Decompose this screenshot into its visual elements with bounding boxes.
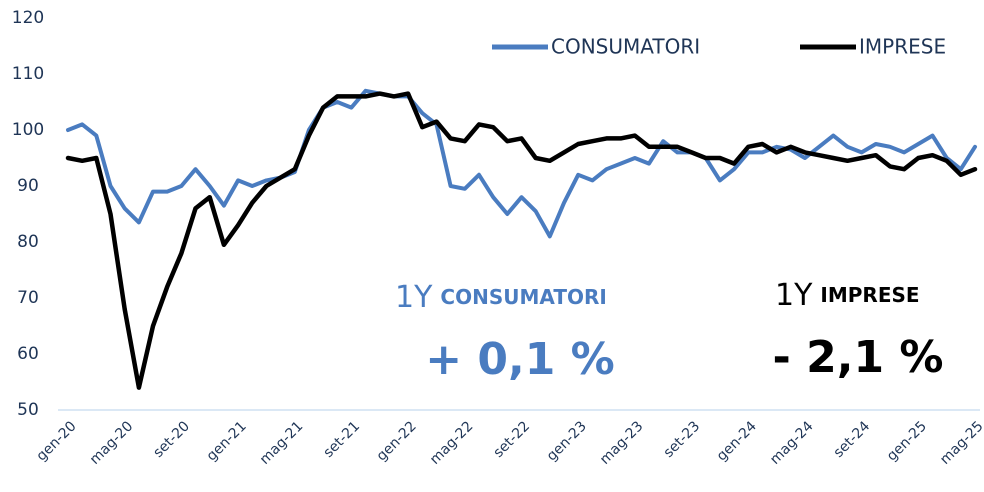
annotation-period: 1Y bbox=[775, 278, 813, 313]
x-tick-label: gen-22 bbox=[374, 418, 420, 464]
annotation-change: - 2,1 % bbox=[773, 332, 944, 383]
x-tick-label: mag-22 bbox=[427, 418, 476, 467]
x-tick-label: gen-21 bbox=[204, 418, 250, 464]
annotation: 1Y IMPRESE bbox=[775, 278, 920, 313]
x-tick-label: set-20 bbox=[150, 418, 193, 461]
x-tick-label: set-24 bbox=[831, 418, 874, 461]
series-line bbox=[66, 88, 977, 239]
y-tick-label: 60 bbox=[17, 344, 39, 364]
y-tick-label: 80 bbox=[17, 232, 39, 252]
x-tick-label: set-21 bbox=[320, 418, 363, 461]
x-tick-label: mag-25 bbox=[937, 418, 984, 467]
series-line bbox=[65, 91, 978, 390]
y-tick-label: 100 bbox=[12, 120, 44, 140]
x-tick-label: set-23 bbox=[661, 418, 704, 461]
y-tick-label: 50 bbox=[17, 400, 39, 420]
annotation-label: IMPRESE bbox=[820, 283, 919, 307]
y-tick-label: 70 bbox=[17, 288, 39, 308]
legend-label: CONSUMATORI bbox=[551, 35, 700, 59]
annotation-label: CONSUMATORI bbox=[440, 285, 606, 309]
x-tick-label: mag-24 bbox=[767, 418, 817, 468]
x-tick-label: gen-25 bbox=[884, 418, 930, 464]
annotation: 1Y CONSUMATORI bbox=[395, 280, 607, 315]
annotation-change: + 0,1 % bbox=[425, 334, 615, 385]
x-tick-label: mag-21 bbox=[257, 418, 306, 467]
x-tick-label: gen-20 bbox=[34, 418, 80, 464]
x-tick-label: mag-23 bbox=[597, 418, 646, 467]
x-tick-label: set-22 bbox=[491, 418, 534, 461]
legend-label: IMPRESE bbox=[859, 35, 946, 59]
x-tick-label: gen-23 bbox=[544, 418, 590, 464]
x-tick-label: gen-24 bbox=[714, 418, 760, 464]
y-tick-label: 110 bbox=[12, 64, 44, 84]
x-tick-label: mag-20 bbox=[87, 418, 136, 467]
y-tick-label: 120 bbox=[12, 8, 44, 28]
annotation-period: 1Y bbox=[395, 280, 433, 315]
y-tick-label: 90 bbox=[17, 176, 39, 196]
